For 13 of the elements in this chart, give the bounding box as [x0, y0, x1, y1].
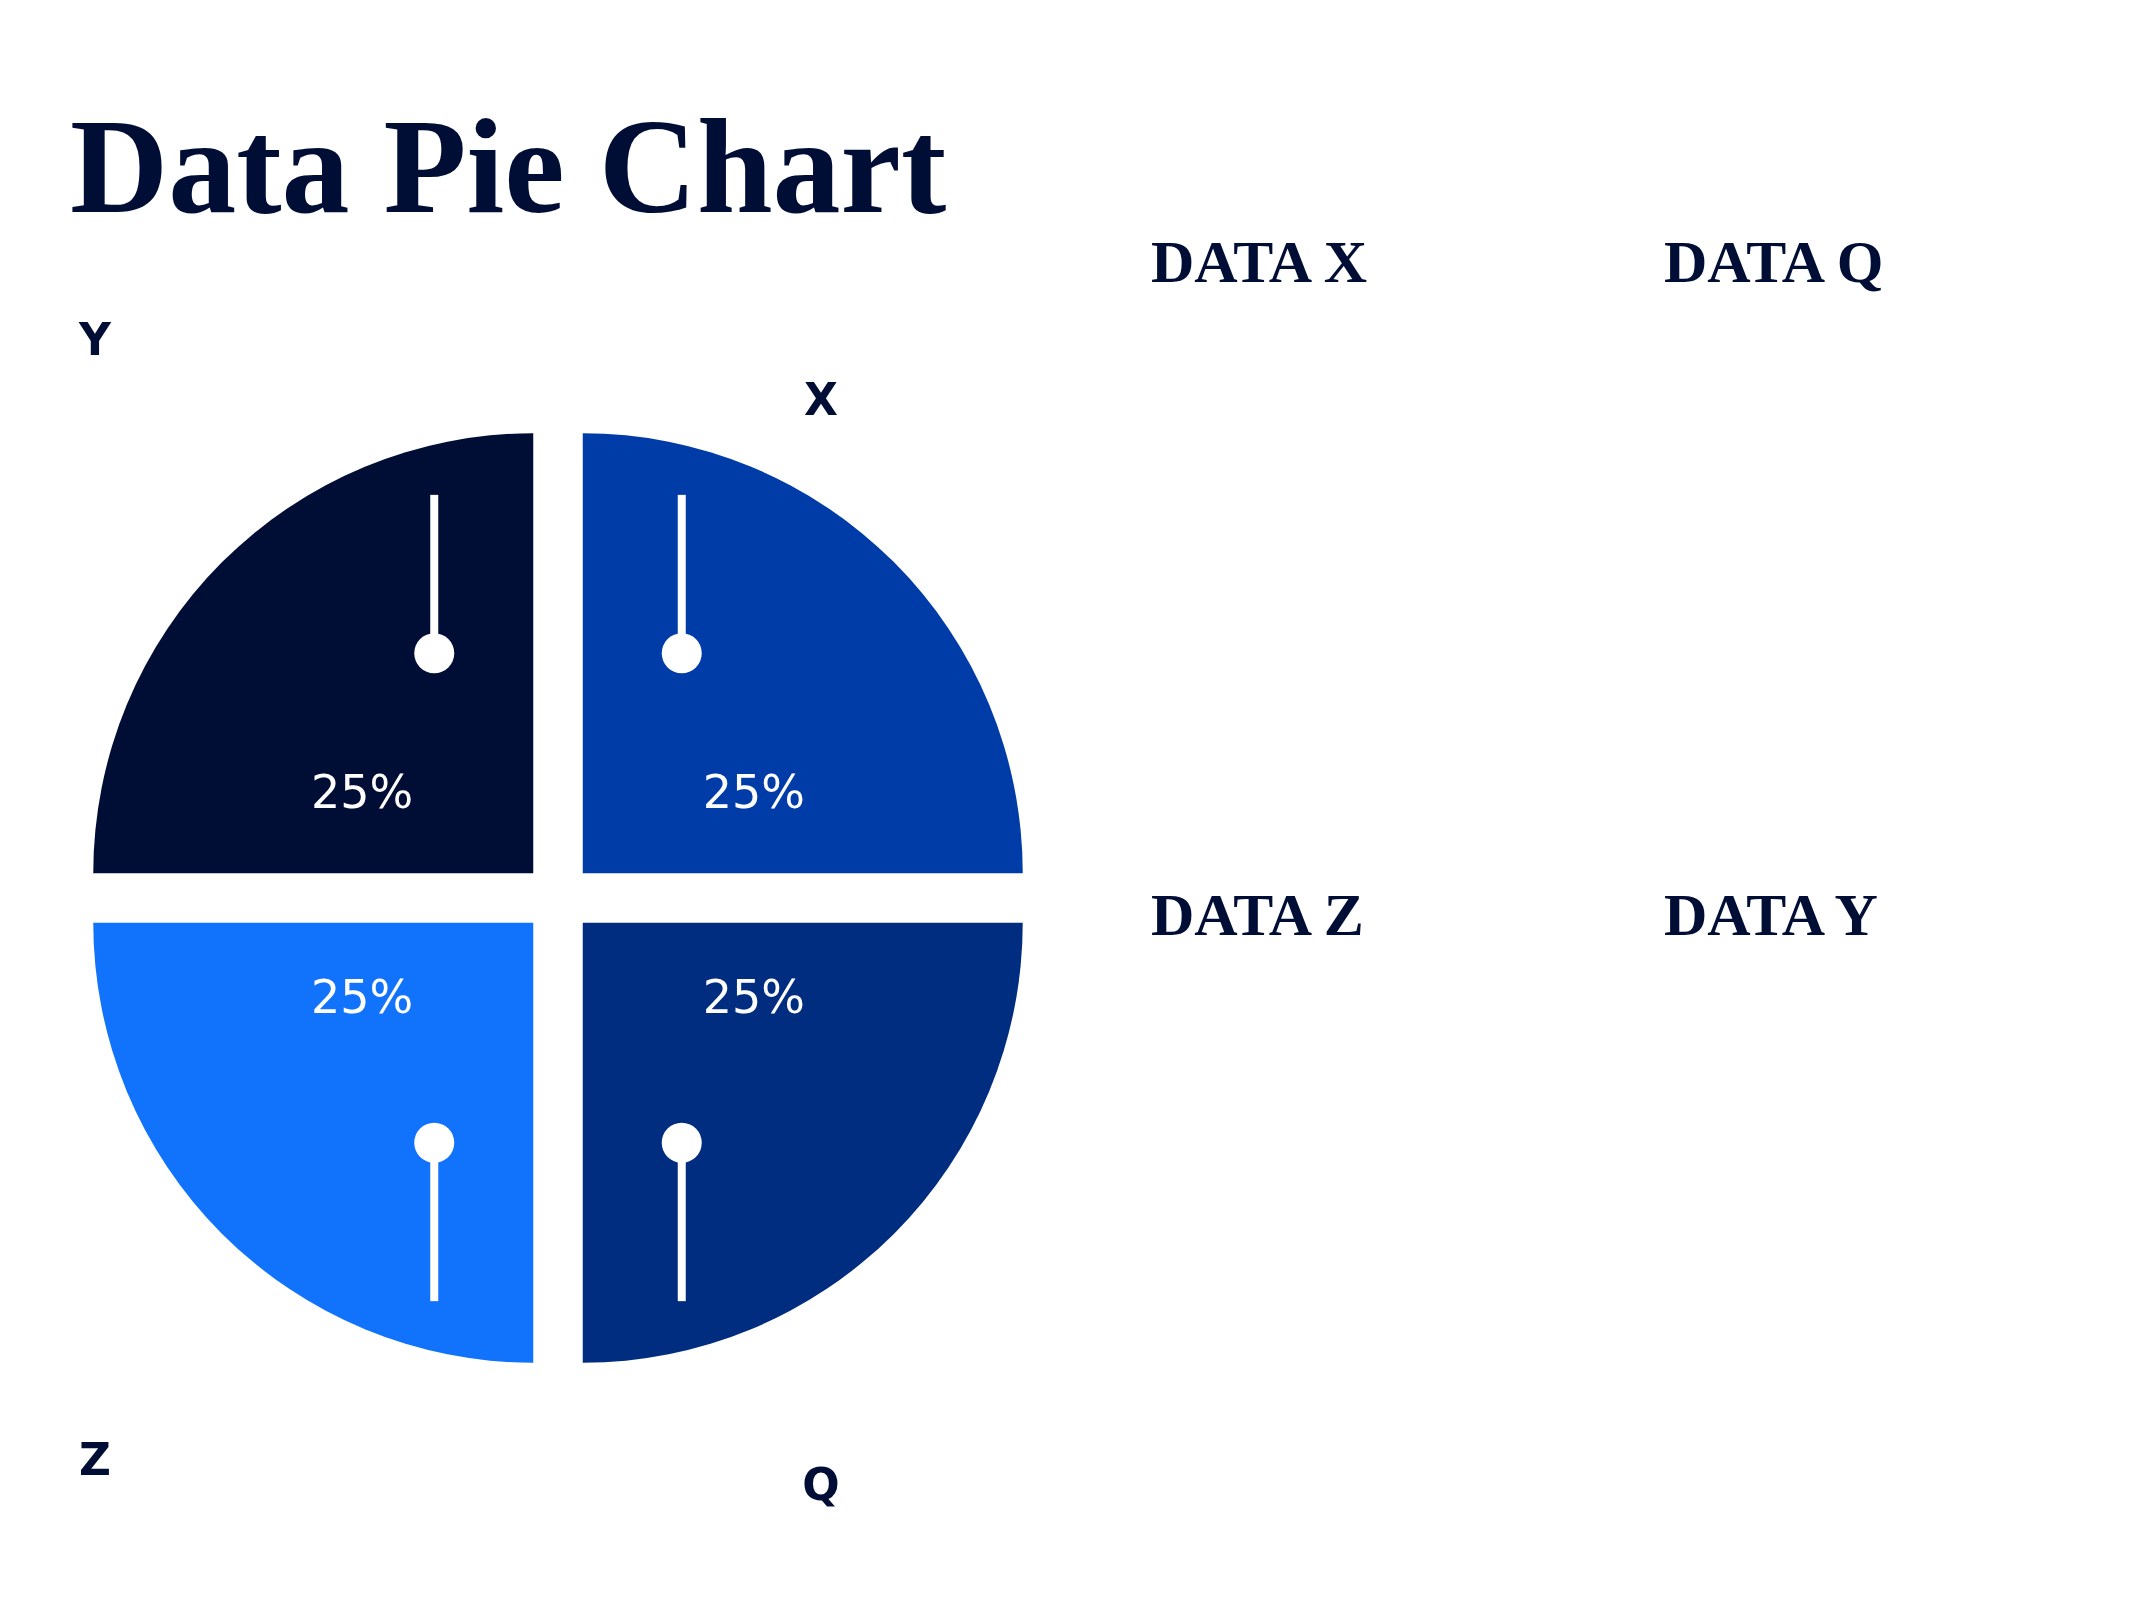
text: DATA X: [1151, 228, 1368, 297]
text: DATA Y: [1664, 881, 1878, 950]
slice-label: X: [804, 374, 839, 425]
data-label: 25%: [702, 970, 805, 1025]
slice-label: Y: [78, 314, 113, 365]
text: DATA Q: [1664, 228, 1884, 297]
chart-title: Data Pie Chart: [70, 90, 947, 243]
data-label: 25%: [311, 970, 414, 1025]
data-label: 25%: [311, 764, 414, 819]
slice-label: Q: [802, 1459, 840, 1510]
slice-label: Z: [79, 1434, 111, 1485]
data-label: 25%: [702, 764, 805, 819]
text: DATA Z: [1151, 881, 1364, 950]
